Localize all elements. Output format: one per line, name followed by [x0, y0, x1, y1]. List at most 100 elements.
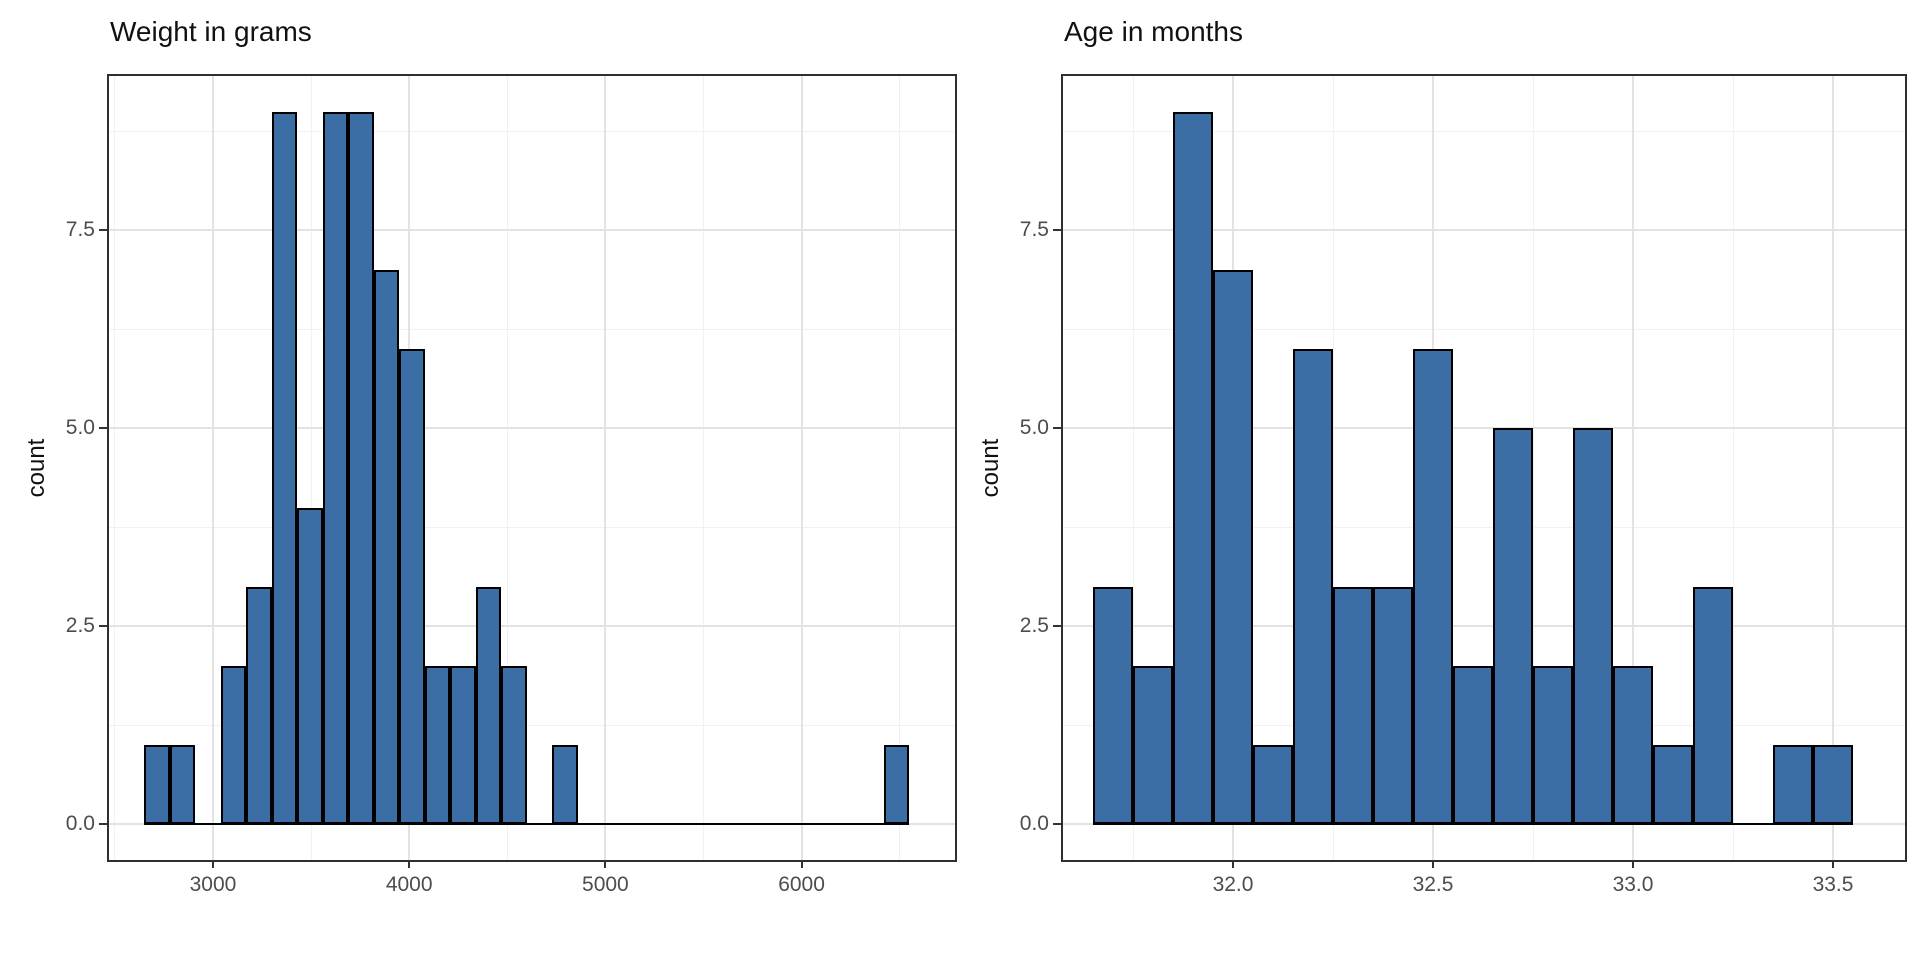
- histogram-bar: [1653, 745, 1693, 825]
- histogram-bar: [1813, 745, 1853, 825]
- y-tick-mark: [1053, 427, 1061, 430]
- y-major-gridline: [1063, 625, 1905, 628]
- x-tick-label: 3000: [189, 873, 237, 896]
- histogram-bar: [1493, 428, 1533, 825]
- y-major-gridline: [1063, 427, 1905, 430]
- x-major-gridline: [1832, 76, 1834, 860]
- histogram-bar: [424, 665, 451, 825]
- histogram-bar: [501, 665, 527, 825]
- y-tick-mark: [1053, 823, 1061, 826]
- y-minor-gridline: [109, 526, 955, 528]
- histogram-bar: [1453, 665, 1493, 825]
- y-major-gridline: [109, 229, 955, 232]
- histogram-bar: [1613, 665, 1653, 825]
- histogram-bar: [1133, 665, 1173, 825]
- y-tick-mark: [1053, 229, 1061, 232]
- y-tick-label: 7.5: [1019, 218, 1049, 242]
- x-minor-gridline: [310, 76, 312, 860]
- histogram-baseline: [144, 823, 910, 826]
- histogram-bar: [1333, 586, 1373, 825]
- x-tick-label: 5000: [582, 873, 629, 896]
- histogram-bar: [1293, 349, 1333, 825]
- y-minor-gridline: [109, 724, 955, 726]
- x-major-gridline: [211, 76, 214, 860]
- histogram-bar: [1413, 349, 1453, 825]
- histogram-bar: [348, 111, 374, 825]
- histogram-bar: [1253, 745, 1293, 825]
- x-tick-label: 33.0: [1612, 873, 1654, 896]
- histogram-bar: [1373, 586, 1413, 825]
- x-tick-mark: [408, 860, 411, 868]
- y-tick-mark: [99, 625, 107, 628]
- x-tick-mark: [1632, 860, 1634, 868]
- histogram-bar: [883, 745, 910, 825]
- x-tick-label: 32.0: [1212, 873, 1254, 896]
- y-axis-title-right: count: [977, 438, 1004, 498]
- x-tick-label: 4000: [385, 873, 433, 896]
- x-minor-gridline: [114, 76, 116, 860]
- histogram-bar: [322, 111, 349, 825]
- histogram-bar: [1693, 586, 1733, 825]
- x-minor-gridline: [1132, 76, 1134, 860]
- x-tick-mark: [211, 860, 214, 868]
- histogram-bar: [450, 665, 476, 825]
- histogram-bar: [1533, 665, 1573, 825]
- histogram-bar: [246, 586, 272, 825]
- y-tick-label: 2.5: [65, 614, 95, 638]
- histogram-bar: [1773, 745, 1813, 825]
- histogram-bar: [144, 745, 170, 825]
- y-major-gridline: [1063, 229, 1905, 232]
- y-tick-label: 7.5: [65, 218, 95, 242]
- histogram-bar: [297, 507, 323, 825]
- x-minor-gridline: [702, 76, 704, 860]
- histogram-bar: [1573, 428, 1613, 825]
- x-minor-gridline: [506, 76, 508, 860]
- x-tick-label: 32.5: [1412, 873, 1454, 896]
- plot-panel-weight: [107, 74, 957, 862]
- x-tick-mark: [1832, 860, 1834, 868]
- histogram-bar: [1093, 586, 1133, 825]
- y-minor-gridline: [1063, 526, 1905, 528]
- histogram-bar: [399, 349, 425, 825]
- x-minor-gridline: [1532, 76, 1534, 860]
- histogram-bar: [1213, 270, 1253, 825]
- y-tick-mark: [99, 823, 107, 826]
- chart-title-weight: Weight in grams: [110, 16, 312, 47]
- y-tick-label: 2.5: [1019, 614, 1049, 638]
- y-minor-gridline: [1063, 130, 1905, 132]
- x-tick-label: 6000: [778, 873, 825, 896]
- histogram-bar: [220, 665, 247, 825]
- y-tick-mark: [99, 427, 107, 430]
- x-tick-label: 33.5: [1812, 873, 1854, 896]
- plot-panel-age: [1061, 74, 1907, 862]
- y-tick-mark: [1053, 625, 1061, 628]
- y-minor-gridline: [109, 328, 955, 330]
- histogram-bar: [373, 270, 400, 825]
- x-tick-mark: [1232, 860, 1234, 868]
- histogram-bar: [475, 586, 502, 825]
- x-minor-gridline: [1332, 76, 1334, 860]
- y-tick-label: 0.0: [1019, 812, 1049, 836]
- y-minor-gridline: [109, 130, 955, 132]
- x-tick-mark: [800, 860, 803, 868]
- chart-title-age: Age in months: [1064, 16, 1243, 47]
- y-tick-label: 0.0: [65, 812, 95, 836]
- y-major-gridline: [109, 625, 955, 628]
- x-major-gridline: [800, 76, 803, 860]
- y-major-gridline: [109, 427, 955, 430]
- y-minor-gridline: [1063, 328, 1905, 330]
- x-major-gridline: [1632, 76, 1634, 860]
- x-minor-gridline: [1732, 76, 1734, 860]
- histogram-bar: [552, 745, 578, 825]
- y-tick-mark: [99, 229, 107, 232]
- x-minor-gridline: [899, 76, 901, 860]
- x-tick-mark: [604, 860, 607, 868]
- histogram-bar: [271, 111, 298, 825]
- y-axis-title-left: count: [23, 438, 50, 498]
- histogram-bar: [169, 745, 196, 825]
- histogram-baseline: [1093, 823, 1853, 826]
- y-tick-label: 5.0: [1019, 416, 1049, 440]
- histogram-bar: [1173, 111, 1213, 825]
- x-major-gridline: [604, 76, 607, 860]
